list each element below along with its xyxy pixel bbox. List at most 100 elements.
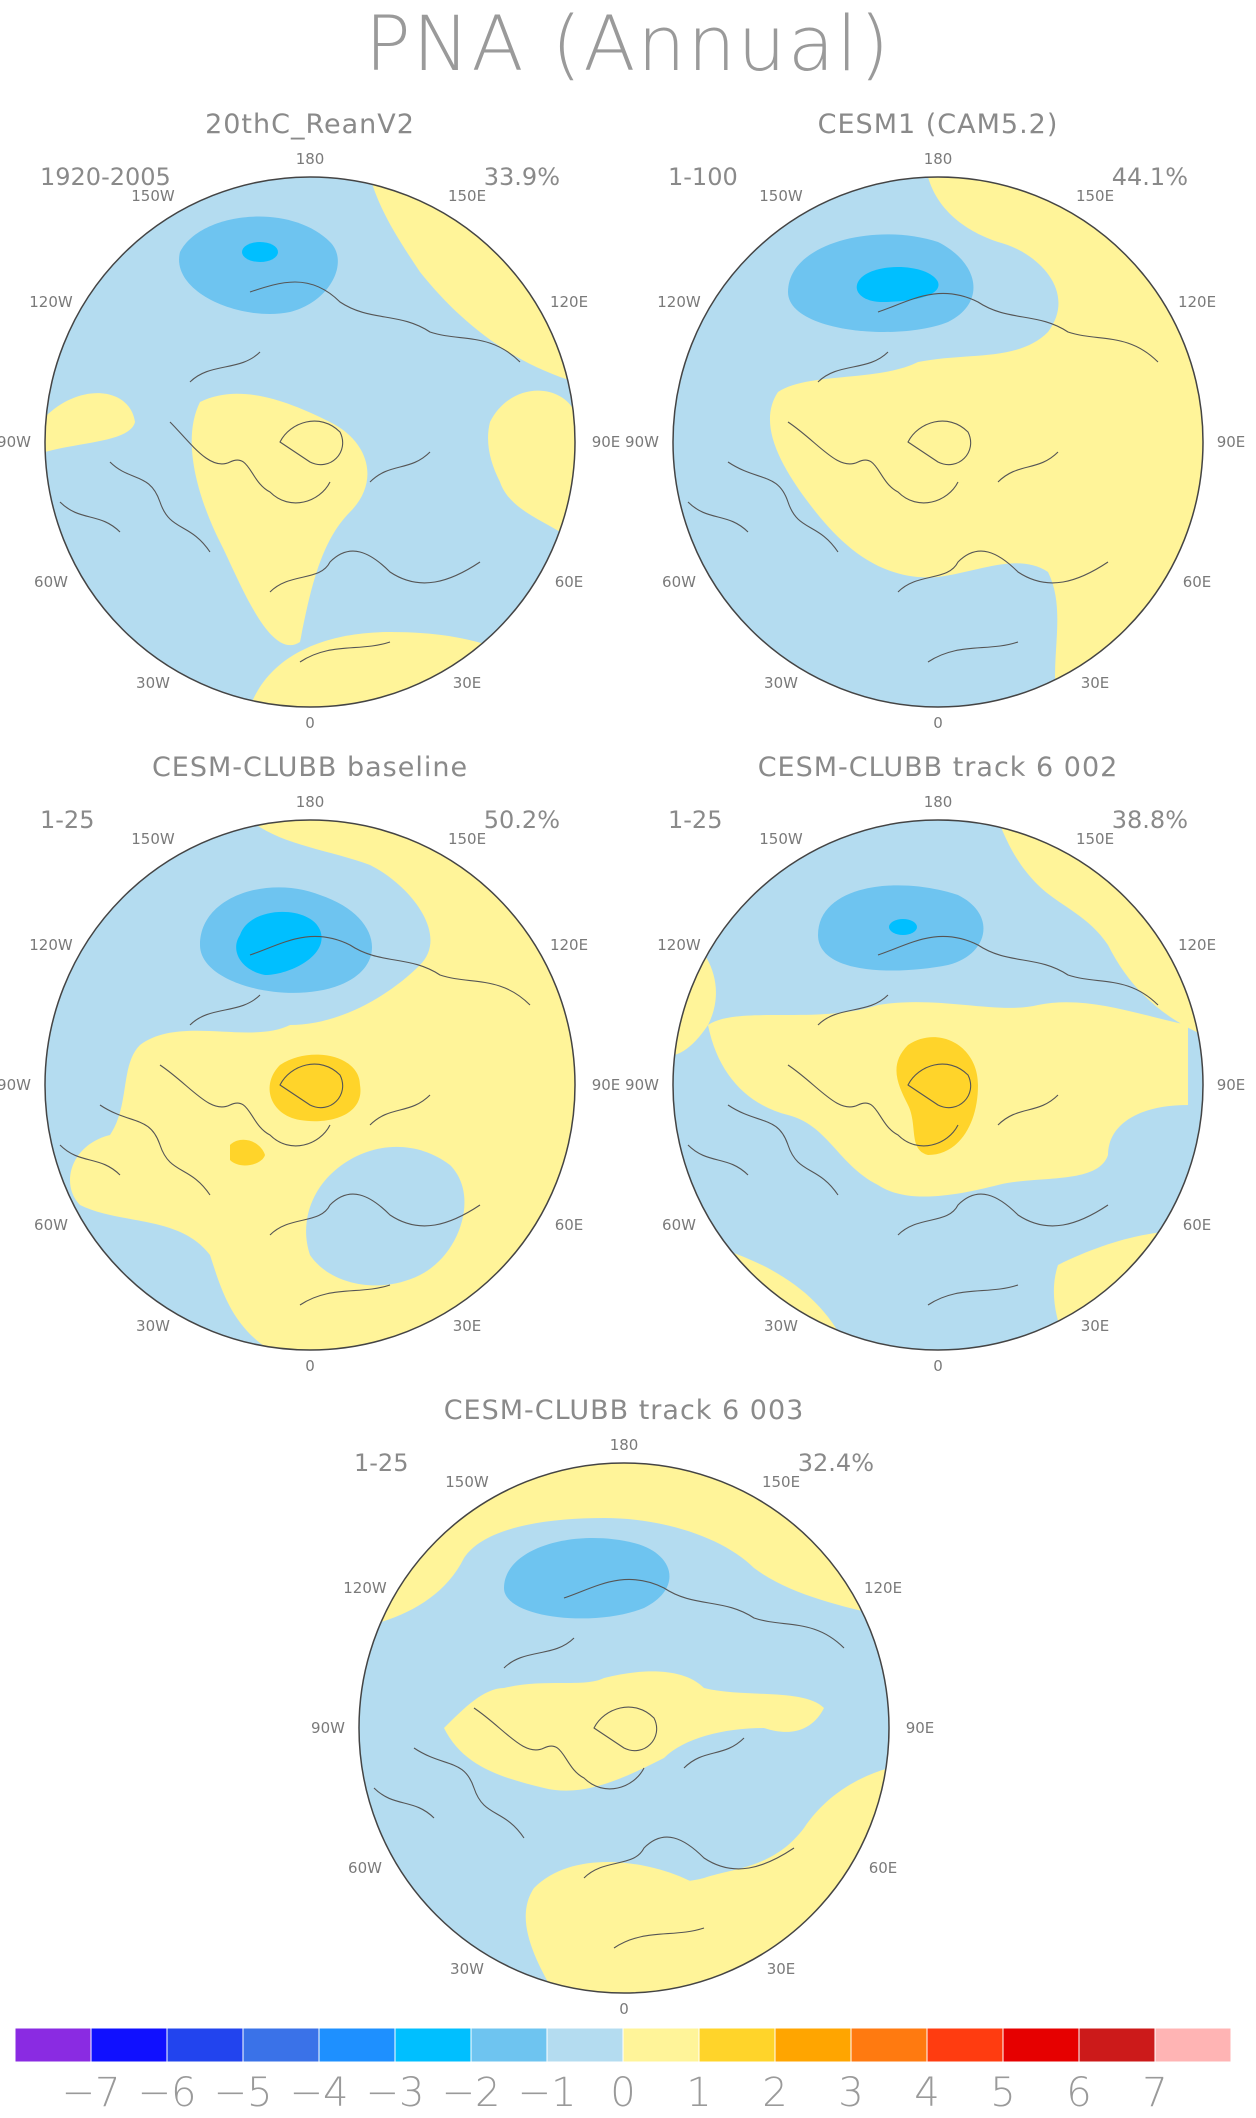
negative-region-3	[889, 919, 917, 935]
lon-label: 120W	[657, 293, 701, 311]
colorbar-label: −1	[518, 2070, 577, 2116]
lon-label: 90E	[592, 433, 621, 451]
lon-label: 150E	[1076, 187, 1114, 205]
colorbar-box-15	[1154, 2027, 1232, 2063]
lon-label: 180	[610, 1436, 639, 1454]
panel-period: 1-25	[354, 1449, 408, 1477]
colorbar-label: 3	[838, 2070, 863, 2116]
colorbar-box-12	[926, 2027, 1004, 2063]
positive-region-2	[269, 1054, 361, 1122]
lon-label: 150W	[131, 187, 175, 205]
colorbar-label: 5	[990, 2070, 1015, 2116]
colorbar-label: 4	[914, 2070, 939, 2116]
panel-period: 1-25	[668, 806, 722, 834]
panel-cesm1-cam5: CESM1 (CAM5.2) 1-100 44.1% 180 150E 120E…	[625, 109, 1245, 732]
lon-label: 180	[296, 150, 325, 168]
panel-period: 1-100	[668, 163, 738, 191]
negative-region-3	[242, 242, 278, 262]
map-border	[44, 176, 576, 708]
coastline	[59, 281, 521, 663]
colorbar-box-10	[774, 2027, 852, 2063]
colorbar-box-9	[698, 2027, 776, 2063]
lon-label: 30E	[453, 674, 482, 692]
map-border	[44, 819, 576, 1351]
lon-label: 120E	[1178, 936, 1216, 954]
lon-label: 30W	[764, 1317, 798, 1335]
lon-label: 60E	[555, 573, 584, 591]
lon-label: 150W	[759, 830, 803, 848]
lon-label: 30E	[1081, 1317, 1110, 1335]
lon-label: 180	[924, 793, 953, 811]
lon-label: 90W	[0, 433, 31, 451]
lon-label: 90E	[592, 1076, 621, 1094]
lon-label: 150W	[131, 830, 175, 848]
colorbar-box-4	[318, 2027, 396, 2063]
lon-label: 0	[305, 1357, 315, 1375]
coastline	[687, 935, 1159, 1306]
panel-cesm-clubb-baseline: CESM-CLUBB baseline 1-25 50.2% 180 150E …	[0, 752, 620, 1375]
colorbar-box-7	[546, 2027, 624, 2063]
panel-title: CESM-CLUBB track 6 002	[758, 752, 1119, 783]
negative-region-3	[236, 911, 322, 975]
polar-map	[673, 820, 1203, 1350]
colorbar-label: −2	[442, 2070, 501, 2116]
lon-label: 60W	[662, 1216, 696, 1234]
lon-label: 30E	[1081, 674, 1110, 692]
positive-region	[488, 390, 575, 542]
coastline	[687, 292, 1159, 663]
panel-title: 20thC_ReanV2	[205, 109, 415, 140]
colorbar-label: −3	[366, 2070, 425, 2116]
lon-label: 120W	[343, 1579, 387, 1597]
lon-label: 120W	[657, 936, 701, 954]
lon-label: 120W	[29, 293, 73, 311]
lon-label: 90E	[1217, 433, 1246, 451]
map-border	[672, 819, 1204, 1351]
positive-region	[799, 1844, 856, 1889]
lon-label: 120W	[29, 936, 73, 954]
positive-region	[769, 177, 1203, 707]
panel-period: 1920-2005	[40, 163, 171, 191]
panel-variance: 32.4%	[798, 1449, 874, 1477]
lon-label: 0	[933, 714, 943, 732]
panel-title: CESM-CLUBB track 6 003	[444, 1395, 805, 1426]
polar-map	[359, 1463, 889, 1993]
map-border	[358, 1462, 890, 1994]
lon-label: 150W	[759, 187, 803, 205]
panel-title: CESM1 (CAM5.2)	[818, 109, 1059, 140]
lon-label: 60W	[34, 1216, 68, 1234]
lon-label: 150E	[1076, 830, 1114, 848]
colorbar-label: 6	[1066, 2070, 1091, 2116]
colorbar-box-6	[470, 2027, 548, 2063]
positive-region	[525, 1862, 753, 1993]
coastline	[373, 1578, 845, 1949]
lon-label: 30W	[136, 1317, 170, 1335]
lon-label: 180	[924, 150, 953, 168]
coastline	[59, 935, 531, 1306]
lon-label: 60W	[34, 573, 68, 591]
colorbar-label: −7	[62, 2070, 121, 2116]
colorbar-box-3	[242, 2027, 320, 2063]
colorbar: −7 −6 −5 −4 −3 −2 −1 0 1 2 3 4 5 6 7	[14, 2027, 1232, 2116]
lon-label: 90W	[625, 1076, 659, 1094]
panel-title: CESM-CLUBB baseline	[152, 752, 468, 783]
lon-label: 150W	[445, 1473, 489, 1491]
panel-cesm-clubb-track6-002: CESM-CLUBB track 6 002 1-25 38.8% 180 15…	[625, 752, 1245, 1375]
colorbar-box-13	[1002, 2027, 1080, 2063]
panel-variance: 44.1%	[1112, 163, 1188, 191]
negative-region-2	[504, 1538, 670, 1619]
colorbar-box-1	[90, 2027, 168, 2063]
lon-label: 0	[305, 714, 315, 732]
positive-region-2	[230, 1139, 265, 1166]
lon-label: 60W	[348, 1859, 382, 1877]
polar-map	[45, 177, 575, 707]
lon-label: 0	[619, 2000, 629, 2018]
colorbar-label: −6	[138, 2070, 197, 2116]
lon-label: 120E	[864, 1579, 902, 1597]
panel-20thc-reanv2: 20thC_ReanV2 1920-2005 33.9% 180 150E 12…	[0, 109, 620, 732]
colorbar-box-14	[1078, 2027, 1156, 2063]
colorbar-box-0	[14, 2027, 92, 2063]
colorbar-label: −5	[214, 2070, 273, 2116]
lon-label: 90E	[1217, 1076, 1246, 1094]
lon-label: 60E	[1183, 1216, 1212, 1234]
